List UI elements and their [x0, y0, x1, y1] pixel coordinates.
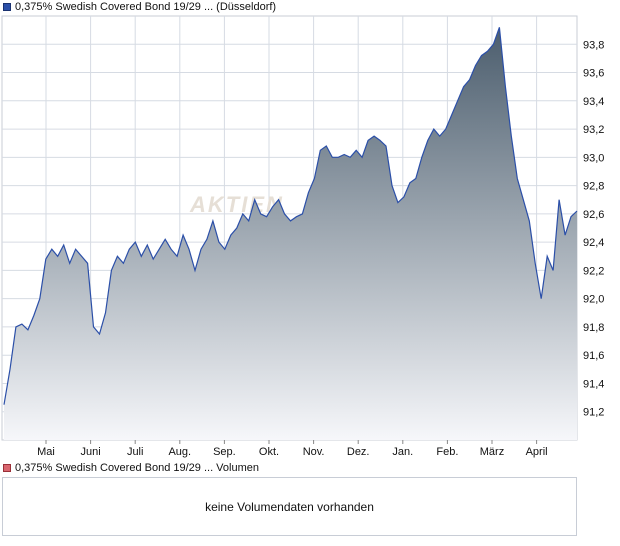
y-tick-label: 92,6 [583, 209, 604, 221]
watermark-text: AKTIEN [189, 192, 284, 217]
price-series-swatch [3, 3, 11, 11]
x-tick-label: Jan. [392, 446, 413, 458]
x-tick-label: Juni [81, 446, 101, 458]
x-tick-label: März [480, 446, 504, 458]
price-area [4, 27, 577, 441]
y-tick-label: 92,4 [583, 237, 604, 249]
x-axis: Mai Juni Juli Aug. Sep. Okt. Nov. Dez. Jan. Feb. M… [37, 440, 548, 458]
y-tick-label: 93,0 [583, 152, 604, 164]
x-tick-label: Sep. [213, 446, 236, 458]
y-tick-label: 91,8 [583, 322, 604, 334]
y-tick-label: 93,8 [583, 39, 604, 51]
x-tick-label: Aug. [168, 446, 191, 458]
x-tick-label: April [526, 446, 548, 458]
y-tick-label: 91,4 [583, 378, 604, 390]
price-chart: AKTIEN 93,893,693,493,293,092,892,692,49… [1, 15, 604, 458]
x-tick-label: Mai [37, 446, 55, 458]
x-tick-label: Nov. [303, 446, 325, 458]
price-legend: 0,375% Swedish Covered Bond 19/29 ... (D… [3, 0, 276, 14]
price-line [3, 27, 578, 405]
x-tick-label: Okt. [259, 446, 279, 458]
price-legend-label: 0,375% Swedish Covered Bond 19/29 ... (D… [15, 1, 277, 13]
no-volume-message: keine Volumendaten vorhanden [205, 499, 374, 514]
y-tick-label: 91,6 [583, 350, 604, 362]
y-axis: 93,8 93,6 93,4 93,2 93,0 92,8 92,6 92,4 92,2 92,0… [583, 39, 604, 418]
y-tick-label: 92,2 [583, 265, 604, 277]
y-tick-label: 93,4 [583, 96, 604, 108]
volume-panel: keine Volumendaten vorhanden [2, 477, 577, 536]
x-tick-label: Feb. [436, 446, 458, 458]
volume-legend-label: 0,375% Swedish Covered Bond 19/29 ... Vo… [15, 462, 259, 474]
x-tick-label: Juli [127, 446, 144, 458]
y-tick-label: 91,2 [583, 407, 604, 419]
volume-series-swatch [3, 464, 11, 472]
x-tick-label: Dez. [347, 446, 370, 458]
y-tick-label: 92,8 [583, 181, 604, 193]
y-tick-label: 93,2 [583, 124, 604, 136]
y-tick-label: 92,0 [583, 294, 604, 306]
y-tick-label: 93,6 [583, 68, 604, 80]
volume-legend: 0,375% Swedish Covered Bond 19/29 ... Vo… [3, 461, 259, 475]
